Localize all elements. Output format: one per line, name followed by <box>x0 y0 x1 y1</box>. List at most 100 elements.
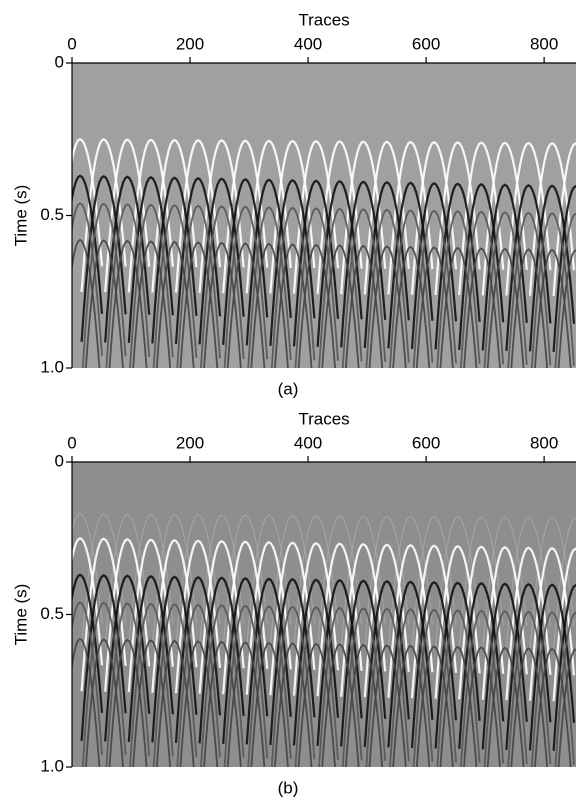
event-arc <box>321 244 360 368</box>
x-tick-label: 0 <box>67 433 76 452</box>
event-arc <box>84 638 124 767</box>
event-arc <box>72 238 101 368</box>
event-arc <box>363 543 410 698</box>
y-tick-label: 1.0 <box>40 756 64 775</box>
event-arc <box>344 643 384 767</box>
event-arc <box>439 246 478 368</box>
event-arc <box>179 640 219 767</box>
seismic-events <box>72 137 576 368</box>
x-tick-label: 600 <box>412 34 440 53</box>
event-arc <box>250 242 289 368</box>
event-arc <box>203 640 242 767</box>
event-arc <box>529 517 575 649</box>
x-axis-label: Traces <box>298 409 349 428</box>
x-tick-label: 800 <box>530 433 558 452</box>
event-arc <box>316 542 363 697</box>
event-arc <box>174 539 222 694</box>
event-arc <box>80 138 127 292</box>
event-arc <box>132 639 172 767</box>
event-arc <box>108 638 148 767</box>
event-arc <box>203 241 242 368</box>
event-arc <box>481 545 528 700</box>
event-arc <box>80 537 127 692</box>
event-arc <box>245 540 292 695</box>
y-tick-label: 0.5 <box>40 604 64 623</box>
x-tick-label: 400 <box>294 34 322 53</box>
event-arc <box>463 247 501 368</box>
event-arc <box>534 647 572 767</box>
event-arc <box>435 516 481 648</box>
event-arc <box>174 138 222 293</box>
y-axis-label: Time (s) <box>11 584 30 646</box>
event-arc <box>84 239 124 368</box>
x-tick-label: 200 <box>176 34 204 53</box>
event-arc <box>222 139 269 294</box>
x-tick-label: 800 <box>530 34 558 53</box>
event-arc <box>179 241 219 368</box>
event-arc <box>458 516 504 648</box>
event-arc <box>486 646 525 767</box>
event-arc <box>505 517 551 649</box>
event-arc <box>155 240 195 368</box>
event-arc <box>439 645 478 767</box>
event-arc <box>72 637 101 767</box>
caption: (a) <box>278 379 299 398</box>
event-arc <box>297 243 336 368</box>
event-arc <box>434 544 481 699</box>
event-arc <box>463 646 501 767</box>
event-arc <box>297 642 336 767</box>
event-arc <box>292 139 340 294</box>
event-arc <box>528 546 576 701</box>
event-arc <box>245 139 292 294</box>
event-arc <box>415 645 454 767</box>
y-tick-label: 0 <box>55 52 64 71</box>
x-axis-label: Traces <box>298 10 349 29</box>
event-arc <box>198 139 245 293</box>
event-arc <box>415 246 454 368</box>
event-arc <box>104 138 151 293</box>
event-arc <box>392 245 431 368</box>
event-arc <box>410 544 458 699</box>
event-arc <box>151 538 198 693</box>
caption: (b) <box>278 778 299 797</box>
y-tick-label: 1.0 <box>40 357 64 376</box>
event-arc <box>486 247 525 368</box>
event-arc <box>72 536 104 666</box>
event-arc <box>132 240 172 368</box>
event-arc <box>198 539 245 694</box>
event-arc <box>392 644 431 767</box>
event-arc <box>411 516 457 648</box>
event-arc <box>250 641 289 767</box>
event-arc <box>155 639 195 767</box>
event-arc <box>108 239 148 368</box>
event-arc <box>269 139 316 294</box>
event-arc <box>344 244 384 368</box>
x-tick-label: 600 <box>412 433 440 452</box>
seismic-events <box>72 513 576 767</box>
y-axis-label: Time (s) <box>11 185 30 247</box>
event-arc <box>226 641 266 767</box>
event-arc <box>151 138 198 293</box>
panel: 0 200 400 600 800 0 0.5 1.0 Traces Time (s) (a) <box>11 10 576 398</box>
event-arc <box>274 642 313 767</box>
y-tick-label: 0.5 <box>40 205 64 224</box>
event-arc <box>505 546 552 701</box>
event-arc <box>222 540 269 695</box>
x-tick-label: 0 <box>67 34 76 53</box>
event-arc <box>104 537 151 692</box>
event-arc <box>482 516 528 649</box>
event-arc <box>368 644 407 767</box>
event-arc <box>226 242 266 368</box>
x-tick-label: 200 <box>176 433 204 452</box>
event-arc <box>387 543 434 698</box>
event-arc <box>269 541 316 696</box>
y-tick-label: 0 <box>55 451 64 470</box>
event-arc <box>368 245 407 368</box>
event-arc <box>458 545 505 700</box>
x-tick-label: 400 <box>294 433 322 452</box>
event-arc <box>72 137 104 267</box>
event-arc <box>510 647 549 767</box>
panel: 0 200 400 600 800 0 0.5 1.0 Traces Time (s) (b) <box>11 409 576 797</box>
